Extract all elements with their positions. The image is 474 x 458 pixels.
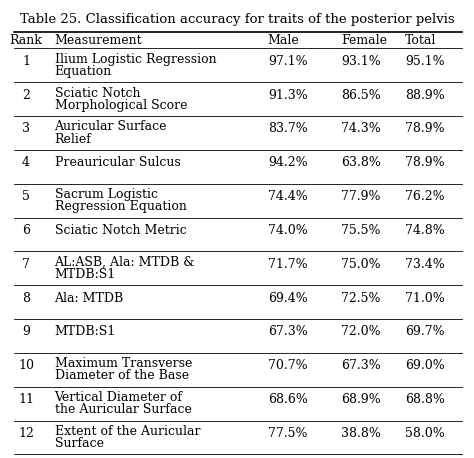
Text: 78.9%: 78.9% <box>405 122 445 136</box>
Text: 5: 5 <box>22 190 30 203</box>
Text: Auricular Surface: Auricular Surface <box>55 120 167 133</box>
Text: 97.1%: 97.1% <box>268 55 308 68</box>
Text: 75.0%: 75.0% <box>341 258 381 271</box>
Text: Extent of the Auricular: Extent of the Auricular <box>55 425 200 438</box>
Text: 63.8%: 63.8% <box>341 156 381 169</box>
Text: 1: 1 <box>22 55 30 68</box>
Text: 12: 12 <box>18 427 34 440</box>
Text: 69.0%: 69.0% <box>405 359 445 372</box>
Text: Sciatic Notch: Sciatic Notch <box>55 87 140 100</box>
Text: Sciatic Notch Metric: Sciatic Notch Metric <box>55 224 186 237</box>
Text: MTDB:S1: MTDB:S1 <box>55 268 116 281</box>
Text: 77.9%: 77.9% <box>341 190 381 203</box>
Text: 67.3%: 67.3% <box>341 359 381 372</box>
Text: 73.4%: 73.4% <box>405 258 445 271</box>
Text: Regression Equation: Regression Equation <box>55 200 186 213</box>
Text: 7: 7 <box>22 258 30 271</box>
Text: 11: 11 <box>18 393 34 406</box>
Text: Measurement: Measurement <box>55 34 142 47</box>
Text: 86.5%: 86.5% <box>341 89 381 102</box>
Text: 93.1%: 93.1% <box>341 55 381 68</box>
Text: 67.3%: 67.3% <box>268 326 308 338</box>
Text: 69.4%: 69.4% <box>268 292 308 305</box>
Text: 9: 9 <box>22 326 30 338</box>
Text: 8: 8 <box>22 292 30 305</box>
Text: Preauricular Sulcus: Preauricular Sulcus <box>55 156 180 169</box>
Text: 69.7%: 69.7% <box>405 326 445 338</box>
Text: MTDB:S1: MTDB:S1 <box>55 326 116 338</box>
Text: 72.0%: 72.0% <box>341 326 381 338</box>
Text: 78.9%: 78.9% <box>405 156 445 169</box>
Text: Equation: Equation <box>55 65 112 78</box>
Text: Ilium Logistic Regression: Ilium Logistic Regression <box>55 53 216 66</box>
Text: 71.0%: 71.0% <box>405 292 445 305</box>
Text: Table 25. Classification accuracy for traits of the posterior pelvis: Table 25. Classification accuracy for tr… <box>20 13 454 26</box>
Text: 91.3%: 91.3% <box>268 89 308 102</box>
Text: 6: 6 <box>22 224 30 237</box>
Text: 68.6%: 68.6% <box>268 393 308 406</box>
Text: 83.7%: 83.7% <box>268 122 308 136</box>
Text: Sacrum Logistic: Sacrum Logistic <box>55 188 157 201</box>
Text: 38.8%: 38.8% <box>341 427 381 440</box>
Text: 76.2%: 76.2% <box>405 190 445 203</box>
Text: AL:ASB, Ala: MTDB &: AL:ASB, Ala: MTDB & <box>55 256 195 269</box>
Text: 58.0%: 58.0% <box>405 427 445 440</box>
Text: 3: 3 <box>22 122 30 136</box>
Text: Relief: Relief <box>55 132 91 146</box>
Text: 74.8%: 74.8% <box>405 224 445 237</box>
Text: 74.4%: 74.4% <box>268 190 308 203</box>
Text: 10: 10 <box>18 359 34 372</box>
Text: 72.5%: 72.5% <box>341 292 381 305</box>
Text: 75.5%: 75.5% <box>341 224 381 237</box>
Text: Surface: Surface <box>55 437 103 450</box>
Text: Morphological Score: Morphological Score <box>55 99 187 112</box>
Text: 94.2%: 94.2% <box>268 156 308 169</box>
Text: 71.7%: 71.7% <box>268 258 308 271</box>
Text: Vertical Diameter of: Vertical Diameter of <box>55 391 182 404</box>
Text: 70.7%: 70.7% <box>268 359 308 372</box>
Text: Maximum Transverse: Maximum Transverse <box>55 357 192 370</box>
Text: 88.9%: 88.9% <box>405 89 445 102</box>
Text: Male: Male <box>268 34 300 47</box>
Text: 95.1%: 95.1% <box>405 55 445 68</box>
Text: 4: 4 <box>22 156 30 169</box>
Text: 77.5%: 77.5% <box>268 427 307 440</box>
Text: Female: Female <box>341 34 387 47</box>
Text: 2: 2 <box>22 89 30 102</box>
Text: Ala: MTDB: Ala: MTDB <box>55 292 124 305</box>
Text: 74.3%: 74.3% <box>341 122 381 136</box>
Text: 68.9%: 68.9% <box>341 393 381 406</box>
Text: Diameter of the Base: Diameter of the Base <box>55 369 189 382</box>
Text: Total: Total <box>405 34 437 47</box>
Text: 68.8%: 68.8% <box>405 393 445 406</box>
Text: 74.0%: 74.0% <box>268 224 308 237</box>
Text: the Auricular Surface: the Auricular Surface <box>55 403 191 416</box>
Text: Rank: Rank <box>9 34 43 47</box>
